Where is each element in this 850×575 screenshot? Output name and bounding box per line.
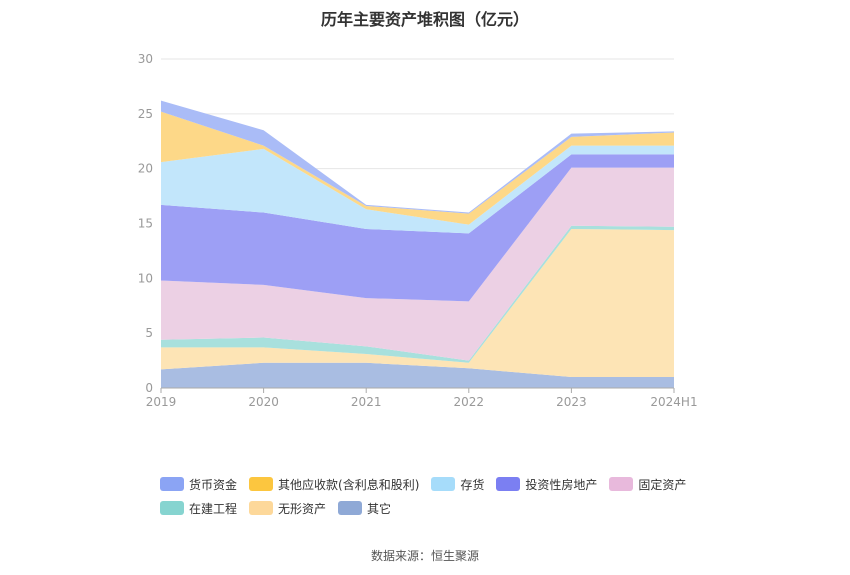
legend-label: 在建工程	[189, 501, 238, 516]
legend-label: 其他应收款(含利息和股利)	[278, 477, 420, 492]
legend-swatch	[249, 477, 274, 491]
legend-item[interactable]: 存货	[431, 476, 484, 493]
legend-swatch	[160, 477, 184, 491]
legend-swatch	[160, 501, 184, 515]
legend-swatch	[431, 477, 456, 491]
legend-swatch	[496, 477, 521, 491]
legend-row: 在建工程 无形资产 其它	[160, 496, 720, 520]
legend-label: 固定资产	[638, 477, 687, 492]
legend-label: 货币资金	[189, 477, 238, 492]
legend-item[interactable]: 固定资产	[609, 476, 686, 493]
legend-swatch	[609, 477, 634, 491]
y-tick-label: 30	[138, 52, 153, 66]
legend-label: 无形资产	[278, 501, 327, 516]
area-series-4	[161, 154, 674, 302]
legend-swatch	[338, 501, 363, 515]
x-tick-label: 2023	[556, 395, 587, 409]
legend-label: 存货	[460, 477, 485, 492]
y-tick-label: 10	[138, 271, 153, 285]
legend-item[interactable]: 在建工程	[160, 500, 237, 517]
y-tick-label: 5	[145, 326, 153, 340]
x-tick-label: 2019	[146, 395, 177, 409]
legend-label: 其它	[367, 501, 392, 516]
legend-item[interactable]: 无形资产	[249, 500, 326, 517]
legend-row: 货币资金 其他应收款(含利息和股利) 存货 投资性房地产 固定资产	[160, 472, 720, 496]
area-series-1	[161, 228, 674, 378]
area-series-2	[161, 225, 674, 363]
legend-item[interactable]: 其它	[338, 500, 391, 517]
area-series-3	[161, 167, 674, 361]
y-tick-label: 20	[138, 162, 153, 176]
area-series-5	[161, 145, 674, 234]
x-tick-label: 2024H1	[650, 395, 697, 409]
x-tick-label: 2021	[351, 395, 382, 409]
legend-swatch	[249, 501, 274, 515]
legend-item[interactable]: 投资性房地产	[496, 476, 597, 493]
stacked-area-chart: 0 5 10 15 20 25 30 2019 2020 2021 2022 2023 2024H1	[138, 52, 698, 409]
data-source: 数据来源：恒生聚源	[370, 549, 479, 563]
legend-item[interactable]: 其他应收款(含利息和股利)	[249, 476, 419, 493]
x-tick-label: 2022	[454, 395, 485, 409]
y-tick-label: 25	[138, 107, 153, 121]
y-tick-label: 15	[138, 217, 153, 231]
y-tick-label: 0	[145, 381, 153, 395]
chart-legend: 货币资金 其他应收款(含利息和股利) 存货 投资性房地产 固定资产在建工程 无形资产 其它	[160, 472, 720, 520]
chart-title: 历年主要资产堆积图（亿元）	[320, 10, 529, 29]
legend-item[interactable]: 货币资金	[160, 476, 237, 493]
area-series-0	[161, 362, 674, 388]
legend-label: 投资性房地产	[525, 477, 598, 492]
x-tick-label: 2020	[248, 395, 279, 409]
